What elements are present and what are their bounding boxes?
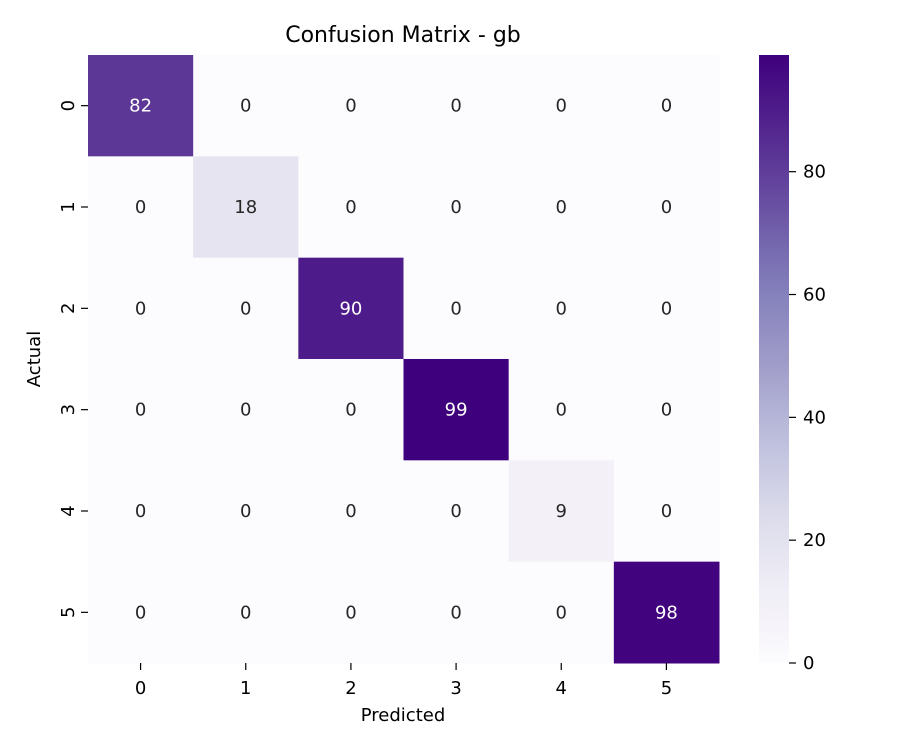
heatmap-cell	[508, 257, 615, 360]
cell-value-label: 0	[556, 96, 567, 117]
cell-value-label: 0	[450, 298, 461, 319]
colorbar	[759, 55, 789, 663]
cell-value-label: 0	[345, 501, 356, 522]
colorbar-ticks: 0 20 40 60 80	[789, 162, 826, 674]
heatmap-cell	[193, 156, 299, 259]
cell-value-label: 0	[240, 400, 251, 421]
y-tick-label: 0	[58, 100, 79, 111]
heatmap-cell	[88, 359, 194, 461]
cell-value-label: 0	[240, 96, 251, 117]
heatmap-cell	[88, 561, 194, 664]
cell-value-label: 0	[661, 298, 672, 319]
heatmap-cell	[298, 561, 404, 664]
cell-value-label: 0	[556, 298, 567, 319]
heatmap-cell	[508, 156, 615, 259]
heatmap-cell	[298, 55, 404, 157]
x-tick-label: 0	[135, 678, 146, 699]
heatmap-cell	[193, 257, 299, 360]
x-tick-label: 2	[345, 678, 356, 699]
y-tick-label: 4	[58, 505, 79, 516]
cell-value-label: 0	[135, 400, 146, 421]
heatmap-cell	[88, 156, 194, 259]
cell-value-label: 0	[240, 602, 251, 623]
heatmap-cell	[88, 257, 194, 360]
heatmap-cell	[193, 561, 299, 664]
cell-value-label: 0	[345, 197, 356, 218]
cell-value-label: 90	[339, 298, 362, 319]
cell-value-label: 9	[556, 501, 567, 522]
heatmap-cell	[403, 561, 510, 664]
cell-value-label: 0	[135, 197, 146, 218]
cell-value-label: 0	[135, 602, 146, 623]
cell-value-label: 0	[345, 96, 356, 117]
cell-value-label: 0	[240, 298, 251, 319]
heatmap-cell	[613, 55, 720, 157]
colorbar-tick-label: 0	[803, 653, 814, 674]
cell-value-label: 18	[234, 197, 257, 218]
cell-value-label: 0	[240, 501, 251, 522]
colorbar-tick-label: 80	[803, 162, 826, 183]
y-axis-ticks: 0 1 2 3 4 5	[58, 100, 88, 618]
heatmap-cell	[613, 156, 720, 259]
x-axis-label: Predicted	[361, 705, 446, 726]
cell-value-label: 0	[661, 400, 672, 421]
cell-value-label: 0	[661, 96, 672, 117]
heatmap-cell	[193, 55, 299, 157]
chart-title: Confusion Matrix - gb	[285, 23, 521, 48]
cell-value-label: 0	[450, 96, 461, 117]
heatmap-cell-labels: 82 0 0 0 0 00 18 0 0 0 00 0 90 0 0 00 0 0 99 0 00 0 0 0 9 00 0 0 0 0 9…	[129, 96, 678, 624]
heatmap-cell	[88, 460, 194, 563]
y-tick-label: 2	[58, 303, 79, 314]
heatmap-cell	[298, 460, 404, 563]
cell-value-label: 0	[135, 501, 146, 522]
heatmap-cell	[508, 55, 615, 157]
heatmap-cell	[403, 55, 510, 157]
heatmap-cell	[298, 359, 404, 461]
y-axis-label: Actual	[24, 331, 45, 387]
x-tick-label: 5	[661, 678, 672, 699]
cell-value-label: 0	[450, 197, 461, 218]
heatmap-cell	[403, 156, 510, 259]
y-tick-label: 5	[58, 607, 79, 618]
x-tick-label: 4	[556, 678, 567, 699]
heatmap-cell	[403, 257, 510, 360]
heatmap-cell	[613, 561, 720, 664]
heatmap-cells	[88, 55, 720, 664]
cell-value-label: 0	[345, 400, 356, 421]
cell-value-label: 0	[661, 501, 672, 522]
y-tick-label: 1	[58, 201, 79, 212]
cell-value-label: 0	[135, 298, 146, 319]
heatmap-cell	[193, 460, 299, 563]
cell-value-label: 0	[450, 602, 461, 623]
cell-value-label: 99	[445, 400, 468, 421]
y-tick-label: 3	[58, 404, 79, 415]
colorbar-tick-label: 60	[803, 285, 826, 306]
cell-value-label: 0	[556, 602, 567, 623]
x-tick-label: 3	[450, 678, 461, 699]
heatmap-cell	[403, 359, 510, 461]
heatmap-cell	[508, 561, 615, 664]
cell-value-label: 0	[556, 400, 567, 421]
heatmap-cell	[613, 460, 720, 563]
x-tick-label: 1	[240, 678, 251, 699]
heatmap-cell	[508, 460, 615, 563]
cell-value-label: 82	[129, 96, 152, 117]
cell-value-label: 98	[655, 602, 678, 623]
heatmap-cell	[403, 460, 510, 563]
cell-value-label: 0	[345, 602, 356, 623]
heatmap-cell	[88, 55, 194, 157]
colorbar-tick-label: 20	[803, 530, 826, 551]
heatmap-cell	[193, 359, 299, 461]
cell-value-label: 0	[556, 197, 567, 218]
x-axis-ticks: 0 1 2 3 4 5	[135, 663, 672, 699]
heatmap-cell	[298, 257, 404, 360]
heatmap-cell	[613, 257, 720, 360]
heatmap-cell	[613, 359, 720, 461]
heatmap-cell	[298, 156, 404, 259]
cell-value-label: 0	[450, 501, 461, 522]
colorbar-tick-label: 40	[803, 407, 826, 428]
cell-value-label: 0	[661, 197, 672, 218]
heatmap-cell	[508, 359, 615, 461]
